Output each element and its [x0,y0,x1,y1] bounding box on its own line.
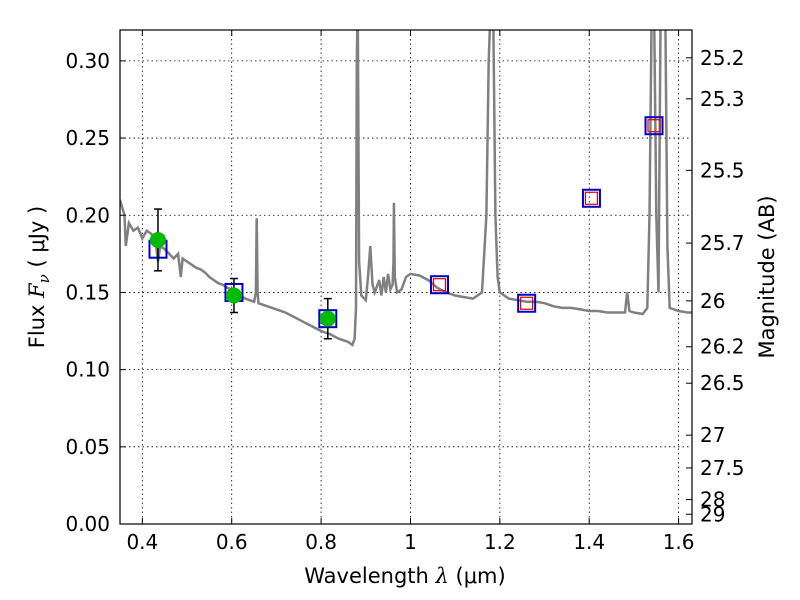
y-tick-label: 0.25 [65,126,110,150]
y2-tick-label: 25.2 [700,46,745,70]
y-axis-label: Flux Fν ( μJy ) [25,206,53,348]
y-tick-label: 0.30 [65,49,110,73]
model-photometry-marker [517,293,537,313]
y2-tick-label: 25.5 [700,158,745,182]
x-tick-label: 0.4 [126,530,158,554]
y-tick-label: 0.15 [65,280,110,304]
y2-axis-label: Magnitude (AB) [755,195,779,358]
x-tick-label: 0.8 [305,530,337,554]
x-axis-label: Wavelength λ (μm) [304,564,505,588]
y2-tick-label: 28 [700,488,725,512]
y2-tick-label: 27.5 [700,456,745,480]
y-tick-label: 0.10 [65,358,110,382]
y2-tick-label: 29 [700,502,725,526]
y2-tick-label: 26 [700,289,725,313]
observed-point [149,231,166,248]
upper-limit-marker [647,119,661,133]
upper-limit-marker [584,191,599,205]
y2-tick-label: 27 [700,423,725,447]
y-tick-label: 0.00 [65,512,110,536]
model-sed-line [120,30,692,347]
x-tick-label: 1.4 [573,530,605,554]
model-photometry-marker [430,275,450,295]
x-tick-label: 0.6 [216,530,248,554]
y2-tick-label: 25.7 [700,231,745,255]
x-tick-label: 1 [404,530,417,554]
x-tick-label: 1.2 [484,530,516,554]
upper-limit-marker [520,296,534,310]
y2-tick-label: 26.2 [700,335,745,359]
markers [148,116,664,340]
model-sed-series [120,30,692,347]
observed-point [319,310,336,327]
model-photometry-marker [644,116,664,136]
axes: 0.4 0.6 0.8 1 1.2 1.4 1.6 0.00 0.05 0.10 0.15 0.20 0… [65,29,745,554]
model-photometry-marker [581,188,601,208]
y-tick-label: 0.05 [65,435,110,459]
y-tick-label: 0.20 [65,203,110,227]
x-tick-label: 1.6 [663,530,695,554]
upper-limit-marker [432,278,447,292]
plot-frame [119,29,693,525]
y2-tick-label: 26.5 [700,371,745,395]
y2-tick-label: 25.3 [700,87,745,111]
observed-point [225,287,242,304]
